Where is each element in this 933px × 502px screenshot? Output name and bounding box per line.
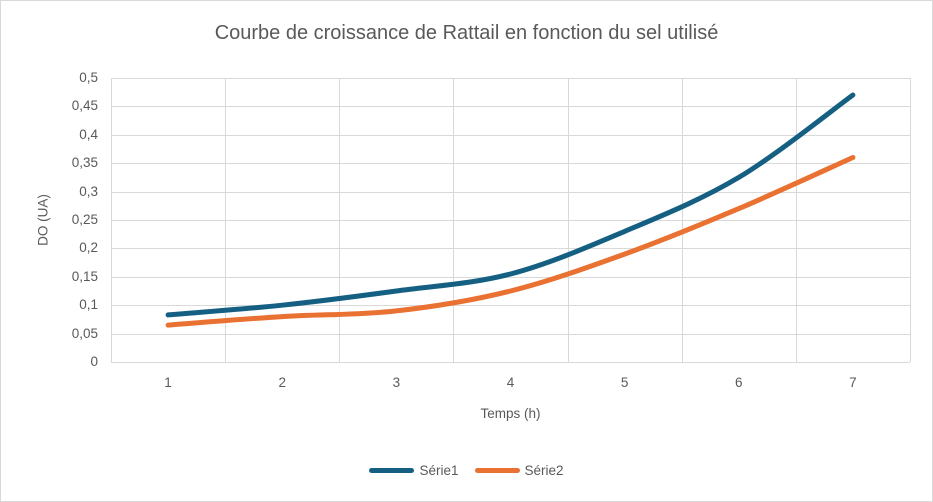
legend-item-série2: Série2 [474,463,564,478]
y-tick-label: 0,25 [71,212,98,227]
y-tick-label: 0,1 [79,297,98,313]
legend-line-swatch [474,468,520,473]
x-tick-label: 2 [278,375,286,390]
y-tick-label: 0,35 [71,155,98,171]
y-tick-label: 0,5 [79,70,98,85]
y-tick-label: 0,15 [71,268,98,284]
legend-label: Série2 [524,463,564,478]
series-line-série2 [165,155,856,328]
y-tick-label: 0,4 [79,126,98,142]
x-tick-label: 7 [849,375,857,390]
x-tick-label: 1 [164,375,172,390]
x-tick-label: 4 [506,375,515,390]
x-tick-label: 5 [620,375,629,390]
y-tick-label: 0,05 [71,325,98,341]
chart-title: Courbe de croissance de Rattail en fonct… [214,22,719,44]
y-tick-label: 0,2 [79,240,98,256]
legend: Série1 Série2 [1,463,932,478]
legend-line-swatch [369,468,415,473]
x-axis-title: Temps (h) [480,406,541,421]
series-line-série1 [165,92,856,318]
y-tick-label: 0 [90,354,98,369]
x-tick-label: 6 [735,375,743,390]
x-tick-label: 3 [392,375,401,390]
plot-area [111,78,911,363]
legend-item-série1: Série1 [369,463,459,478]
legend-label: Série1 [419,463,459,478]
y-tick-label: 0,45 [71,98,98,114]
y-tick-label: 0,3 [79,183,98,199]
